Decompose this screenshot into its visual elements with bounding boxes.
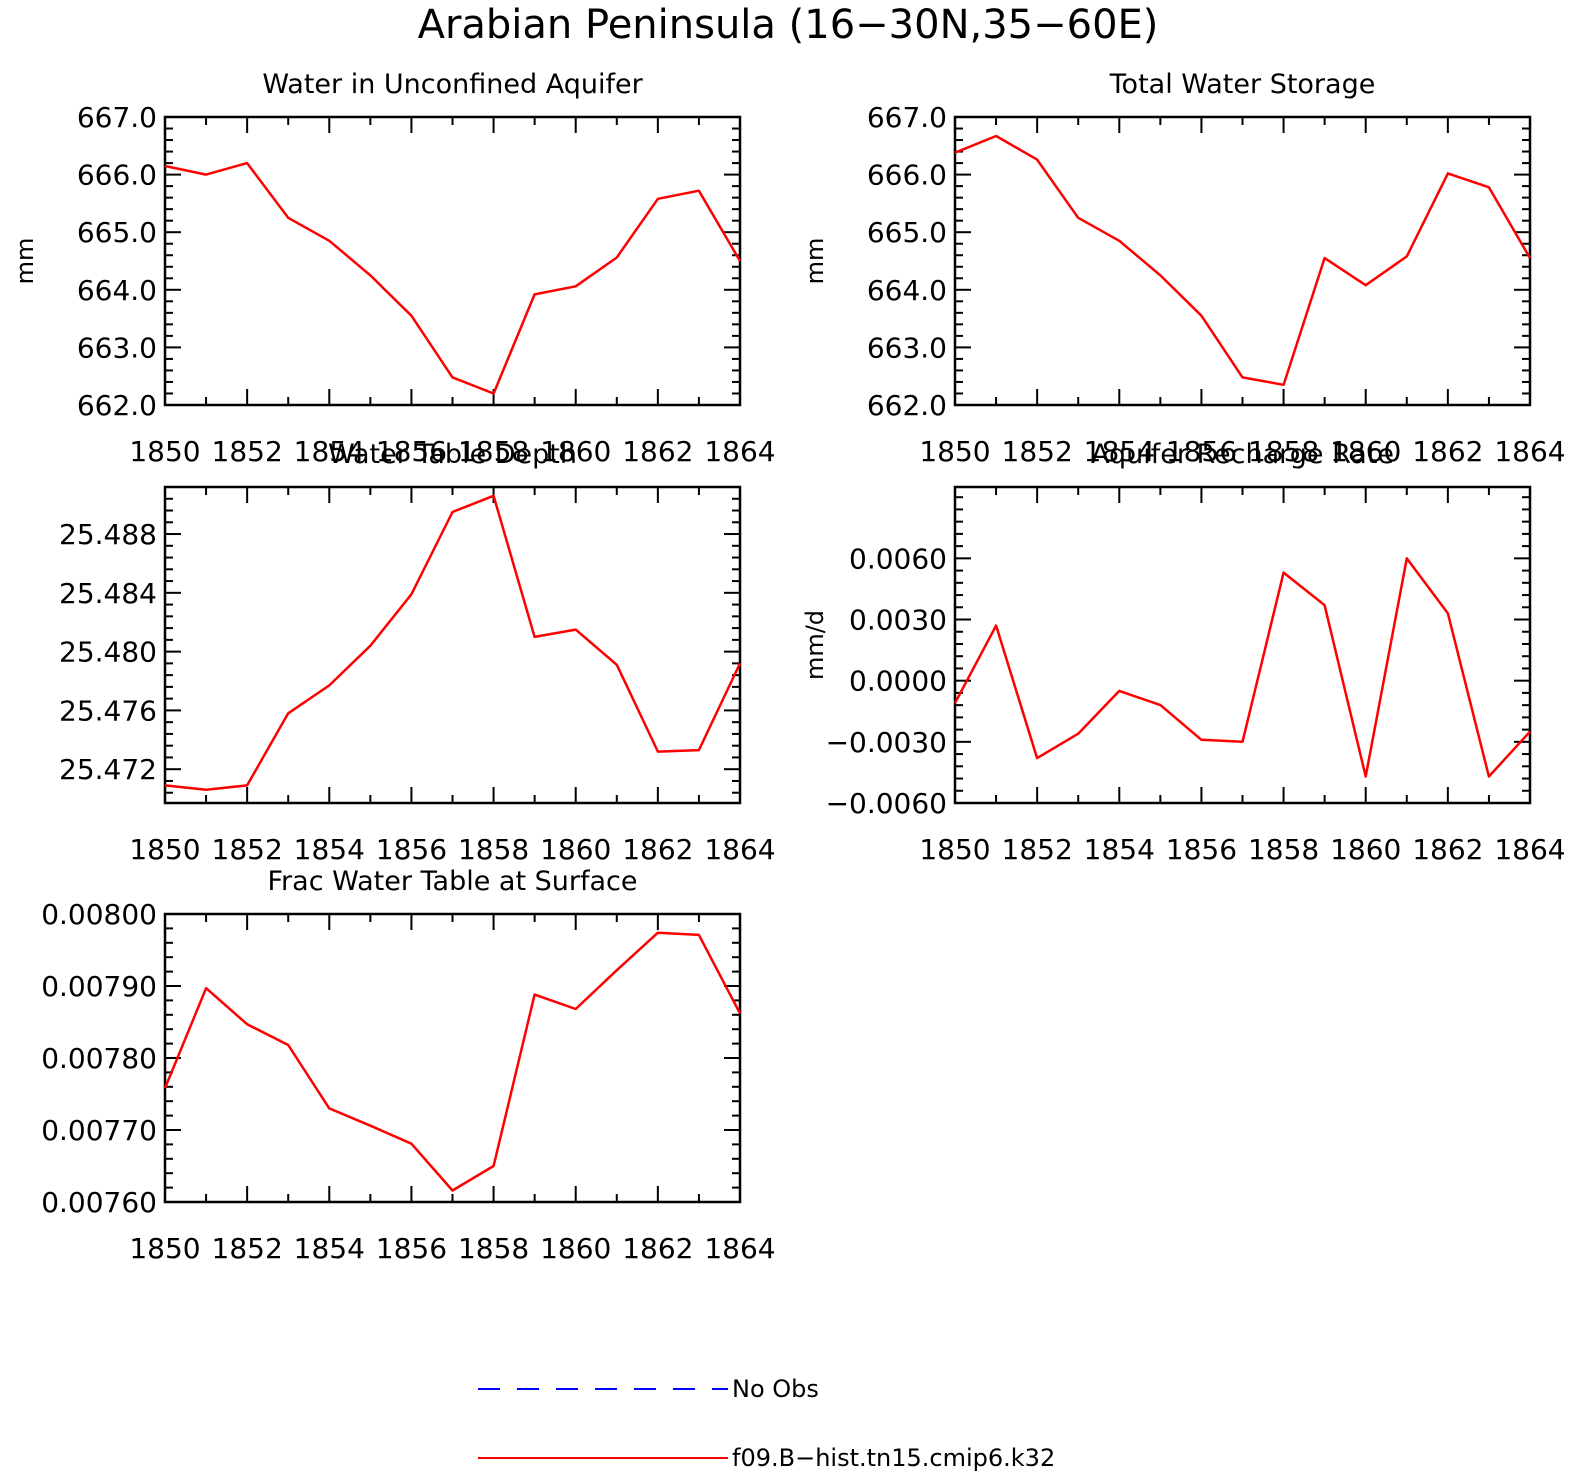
y-tick-label: 667.0 <box>867 101 947 134</box>
series-line-1 <box>163 931 742 1192</box>
chart-panel-1: Water in Unconfined Aquifer mm 1850 1852 185… <box>11 69 776 468</box>
series-line-1 <box>953 557 1531 778</box>
plot-frame <box>953 115 1532 407</box>
x-tick-label: 1856 <box>376 435 447 468</box>
y-axis-label: mm/d <box>801 610 829 680</box>
chart-panel-5: Frac Water Table at Surface 1850 1852 1854 1… <box>41 866 775 1265</box>
legend-label-no-obs: No Obs <box>732 1375 819 1403</box>
x-tick-label: 1862 <box>1412 435 1483 468</box>
plot-frame <box>163 912 742 1204</box>
x-tick-label: 1856 <box>376 833 447 866</box>
panel-title: Water in Unconfined Aquifer <box>262 69 643 100</box>
y-tick-label: 664.0 <box>867 274 947 307</box>
series-line-1 <box>164 494 742 792</box>
x-tick-label: 1850 <box>919 833 990 866</box>
x-tick-label: 1862 <box>622 435 693 468</box>
panel-title: Aquifer Recharge Rate <box>1091 439 1394 470</box>
y-tick-label: −0.0030 <box>826 726 947 759</box>
y-tick-label: 662.0 <box>77 389 157 422</box>
x-tick-label: 1864 <box>704 833 775 866</box>
y-tick-label: 0.00800 <box>41 898 157 931</box>
series-line-1 <box>954 134 1532 387</box>
legend-label-model: f09.B−hist.tn15.cmip6.k32 <box>732 1444 1055 1472</box>
chart-panel-3: Water Table Depth 1850 1852 1854 1856 1858 186… <box>59 439 776 866</box>
plot-frame <box>163 115 742 407</box>
y-tick-label: 0.00790 <box>41 970 157 1003</box>
x-tick-label: 1858 <box>458 1232 529 1265</box>
x-tick-label: 1862 <box>622 1232 693 1265</box>
y-tick-label: 667.0 <box>77 101 157 134</box>
y-tick-label: 666.0 <box>867 159 947 192</box>
y-tick-label: 665.0 <box>867 216 947 249</box>
y-axis-label: mm <box>11 238 39 285</box>
y-tick-label: 25.488 <box>59 518 157 551</box>
x-tick-label: 1864 <box>1494 833 1565 866</box>
x-tick-label: 1856 <box>376 1232 447 1265</box>
y-tick-label: 662.0 <box>867 389 947 422</box>
chart-panels: Water in Unconfined Aquifer mm 1850 1852 185… <box>11 69 1566 1265</box>
legend: No Obs f09.B−hist.tn15.cmip6.k32 <box>478 1375 1055 1472</box>
y-tick-label: −0.0060 <box>826 787 947 820</box>
y-tick-label: 663.0 <box>867 331 947 364</box>
x-tick-label: 1852 <box>1002 435 1073 468</box>
x-tick-label: 1864 <box>704 1232 775 1265</box>
x-tick-label: 1852 <box>212 833 283 866</box>
plot-frame <box>163 485 742 805</box>
x-tick-label: 1854 <box>1084 435 1155 468</box>
panel-title: Frac Water Table at Surface <box>267 866 637 897</box>
y-tick-label: 25.484 <box>59 577 157 610</box>
y-tick-label: 0.00770 <box>41 1114 157 1147</box>
x-tick-label: 1860 <box>540 435 611 468</box>
y-tick-label: 25.476 <box>59 694 157 727</box>
x-tick-label: 1850 <box>129 1232 200 1265</box>
x-tick-label: 1852 <box>212 1232 283 1265</box>
x-tick-label: 1858 <box>458 833 529 866</box>
x-tick-label: 1858 <box>1248 435 1319 468</box>
x-tick-label: 1860 <box>540 833 611 866</box>
panel-title: Water Table Depth <box>328 439 577 470</box>
y-tick-label: 0.0000 <box>849 665 947 698</box>
x-tick-label: 1858 <box>458 435 529 468</box>
x-tick-label: 1852 <box>212 435 283 468</box>
y-tick-label: 25.472 <box>59 753 157 786</box>
x-tick-label: 1850 <box>129 833 200 866</box>
y-tick-label: 664.0 <box>77 274 157 307</box>
x-tick-label: 1858 <box>1248 833 1319 866</box>
series-line-1 <box>164 161 742 395</box>
x-tick-label: 1862 <box>622 833 693 866</box>
x-tick-label: 1860 <box>1330 435 1401 468</box>
x-tick-label: 1850 <box>129 435 200 468</box>
x-tick-label: 1850 <box>919 435 990 468</box>
x-tick-label: 1862 <box>1412 833 1483 866</box>
x-tick-label: 1854 <box>294 1232 365 1265</box>
chart-panel-4: Aquifer Recharge Rate mm/d 1850 1852 1854 185… <box>801 439 1566 866</box>
y-tick-label: 665.0 <box>77 216 157 249</box>
y-tick-label: 0.00780 <box>41 1042 157 1075</box>
y-tick-label: 0.00760 <box>41 1186 157 1219</box>
chart-panel-2: Total Water Storage mm 1850 1852 1854 1856 185… <box>801 69 1566 468</box>
x-tick-label: 1854 <box>294 833 365 866</box>
x-tick-label: 1856 <box>1166 435 1237 468</box>
figure-title: Arabian Peninsula (16−30N,35−60E) <box>418 2 1159 48</box>
y-tick-label: 666.0 <box>77 159 157 192</box>
x-tick-label: 1864 <box>1494 435 1565 468</box>
x-tick-label: 1860 <box>540 1232 611 1265</box>
y-axis-label: mm <box>801 238 829 285</box>
y-tick-label: 663.0 <box>77 331 157 364</box>
x-tick-label: 1864 <box>704 435 775 468</box>
x-tick-label: 1854 <box>1084 833 1155 866</box>
y-tick-label: 0.0030 <box>849 604 947 637</box>
x-tick-label: 1852 <box>1002 833 1073 866</box>
panel-title: Total Water Storage <box>1109 69 1376 100</box>
y-tick-label: 25.480 <box>59 636 157 669</box>
x-tick-label: 1856 <box>1166 833 1237 866</box>
x-tick-label: 1854 <box>294 435 365 468</box>
x-tick-label: 1860 <box>1330 833 1401 866</box>
y-tick-label: 0.0060 <box>849 542 947 575</box>
